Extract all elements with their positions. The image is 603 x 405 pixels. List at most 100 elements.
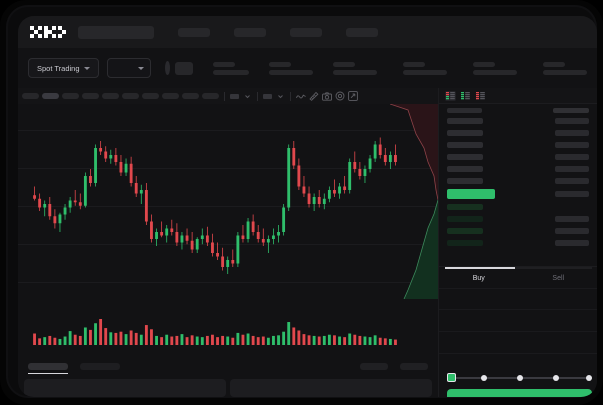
timeframe-chip-3[interactable] — [82, 93, 99, 99]
okx-logo[interactable] — [30, 26, 68, 39]
slider-handle[interactable] — [447, 373, 456, 382]
chart-gridline — [18, 282, 438, 283]
orders-tab-bar — [18, 356, 438, 376]
stat-24h-volume — [403, 61, 447, 75]
slider-step-100[interactable] — [586, 374, 592, 381]
tab-hide-other-pairs[interactable] — [360, 356, 388, 376]
orderbook-panel: Buy Sell — [438, 88, 597, 397]
depth-chart-overlay — [390, 104, 438, 299]
tabbar-indicator — [445, 267, 515, 269]
chevron-down-icon[interactable] — [242, 91, 252, 101]
amount-field[interactable] — [439, 310, 597, 332]
orderbook-mode-asks[interactable] — [475, 91, 486, 101]
timeframe-chip-8[interactable] — [182, 93, 199, 99]
chart-gridline — [18, 130, 438, 131]
app-screen: Spot Trading — [18, 16, 597, 397]
nav-item-2[interactable] — [234, 27, 266, 37]
chevron-down-icon — [137, 66, 144, 70]
stat-24h-turnover — [473, 61, 517, 75]
chart-gridline — [18, 206, 438, 207]
drawing-icon[interactable] — [309, 91, 319, 101]
orderbook-ask-row[interactable] — [439, 163, 597, 175]
nav-item-search[interactable] — [78, 25, 154, 39]
submit-buy-button[interactable] — [447, 389, 592, 397]
orderbook-ask-row[interactable] — [439, 139, 597, 151]
chevron-down-icon — [83, 66, 90, 70]
orderbook-price-header — [447, 108, 482, 113]
stat-24h-high — [269, 61, 313, 75]
chart-type-label[interactable] — [263, 93, 272, 99]
orderbook-bid-row[interactable] — [439, 237, 597, 249]
ticker-bar: Spot Trading — [18, 48, 597, 88]
timeframe-chip-4[interactable] — [102, 93, 119, 99]
orderbook-column-headers — [439, 104, 597, 115]
toolbar-divider — [290, 91, 291, 101]
indicators-label[interactable] — [230, 93, 239, 99]
timeframe-chip-9[interactable] — [202, 93, 219, 99]
orderbook-ask-row[interactable] — [439, 175, 597, 187]
orderbook-ask-row[interactable] — [439, 115, 597, 127]
total-field[interactable] — [439, 332, 597, 354]
nav-item-1[interactable] — [178, 27, 210, 37]
amount-percent-slider[interactable] — [447, 373, 592, 383]
top-navigation-bar — [18, 16, 597, 48]
volume-histogram — [18, 311, 438, 356]
tab-order-history[interactable] — [80, 356, 120, 376]
orderbook-mode-bids[interactable] — [460, 91, 471, 101]
orderbook-ask-row[interactable] — [439, 151, 597, 163]
timeframe-chip-5[interactable] — [122, 93, 139, 99]
trade-form-fields — [439, 288, 597, 354]
order-form-right[interactable] — [230, 379, 432, 397]
toolbar-divider — [224, 91, 225, 101]
slider-step-50[interactable] — [517, 374, 523, 381]
last-price-skeleton — [174, 61, 193, 75]
price-chart[interactable] — [18, 104, 438, 311]
settings-gear-icon[interactable] — [335, 91, 345, 101]
order-forms-row — [18, 376, 438, 397]
camera-icon[interactable] — [322, 91, 332, 101]
indicators-icon[interactable] — [296, 91, 306, 101]
order-form-left[interactable] — [24, 379, 226, 397]
volume-series — [33, 319, 397, 345]
chart-gridline — [18, 244, 438, 245]
orderbook-mid-price-row — [439, 187, 597, 201]
orderbook-bid-row[interactable] — [439, 225, 597, 237]
slider-step-25[interactable] — [481, 374, 487, 381]
coin-avatar — [164, 61, 170, 75]
trading-pair-select[interactable] — [106, 58, 151, 78]
stat-24h-change — [213, 61, 249, 75]
stat-24h-low — [333, 61, 377, 75]
tab-open-orders[interactable] — [28, 356, 68, 376]
orderbook-bid-row[interactable] — [439, 213, 597, 225]
orderbook-mode-selector — [439, 88, 597, 104]
toolbar-divider — [257, 91, 258, 101]
tab-cancel-all[interactable] — [400, 356, 428, 376]
chart-gridline — [18, 168, 438, 169]
orderbook-amount-header — [553, 108, 589, 113]
candlestick-series — [33, 137, 397, 274]
nav-item-3[interactable] — [290, 27, 322, 37]
device-bezel: Spot Trading — [6, 5, 597, 398]
orderbook-bid-row[interactable] — [439, 201, 597, 213]
tab-buy[interactable]: Buy — [472, 274, 485, 282]
market-type-label: Spot Trading — [37, 63, 80, 73]
tabbar-track — [445, 267, 592, 269]
buy-sell-tab-bar: Buy Sell — [439, 266, 597, 288]
slider-step-75[interactable] — [553, 374, 559, 381]
nav-item-4[interactable] — [346, 27, 378, 37]
chevron-down-icon[interactable] — [275, 91, 285, 101]
orderbook-ask-row[interactable] — [439, 127, 597, 139]
tab-sell[interactable]: Sell — [552, 274, 565, 282]
chart-toolbar — [18, 88, 438, 104]
stat-extra — [543, 61, 587, 75]
timeframe-chip-7[interactable] — [162, 93, 179, 99]
price-field[interactable] — [439, 288, 597, 310]
orderbook-mode-both[interactable] — [445, 90, 456, 101]
fullscreen-icon[interactable] — [348, 91, 358, 101]
timeframe-chip-1[interactable] — [42, 93, 59, 99]
timeframe-chip-2[interactable] — [62, 93, 79, 99]
timeframe-chip-0[interactable] — [22, 93, 39, 99]
market-type-dropdown[interactable]: Spot Trading — [28, 58, 99, 78]
timeframe-chip-6[interactable] — [142, 93, 159, 99]
